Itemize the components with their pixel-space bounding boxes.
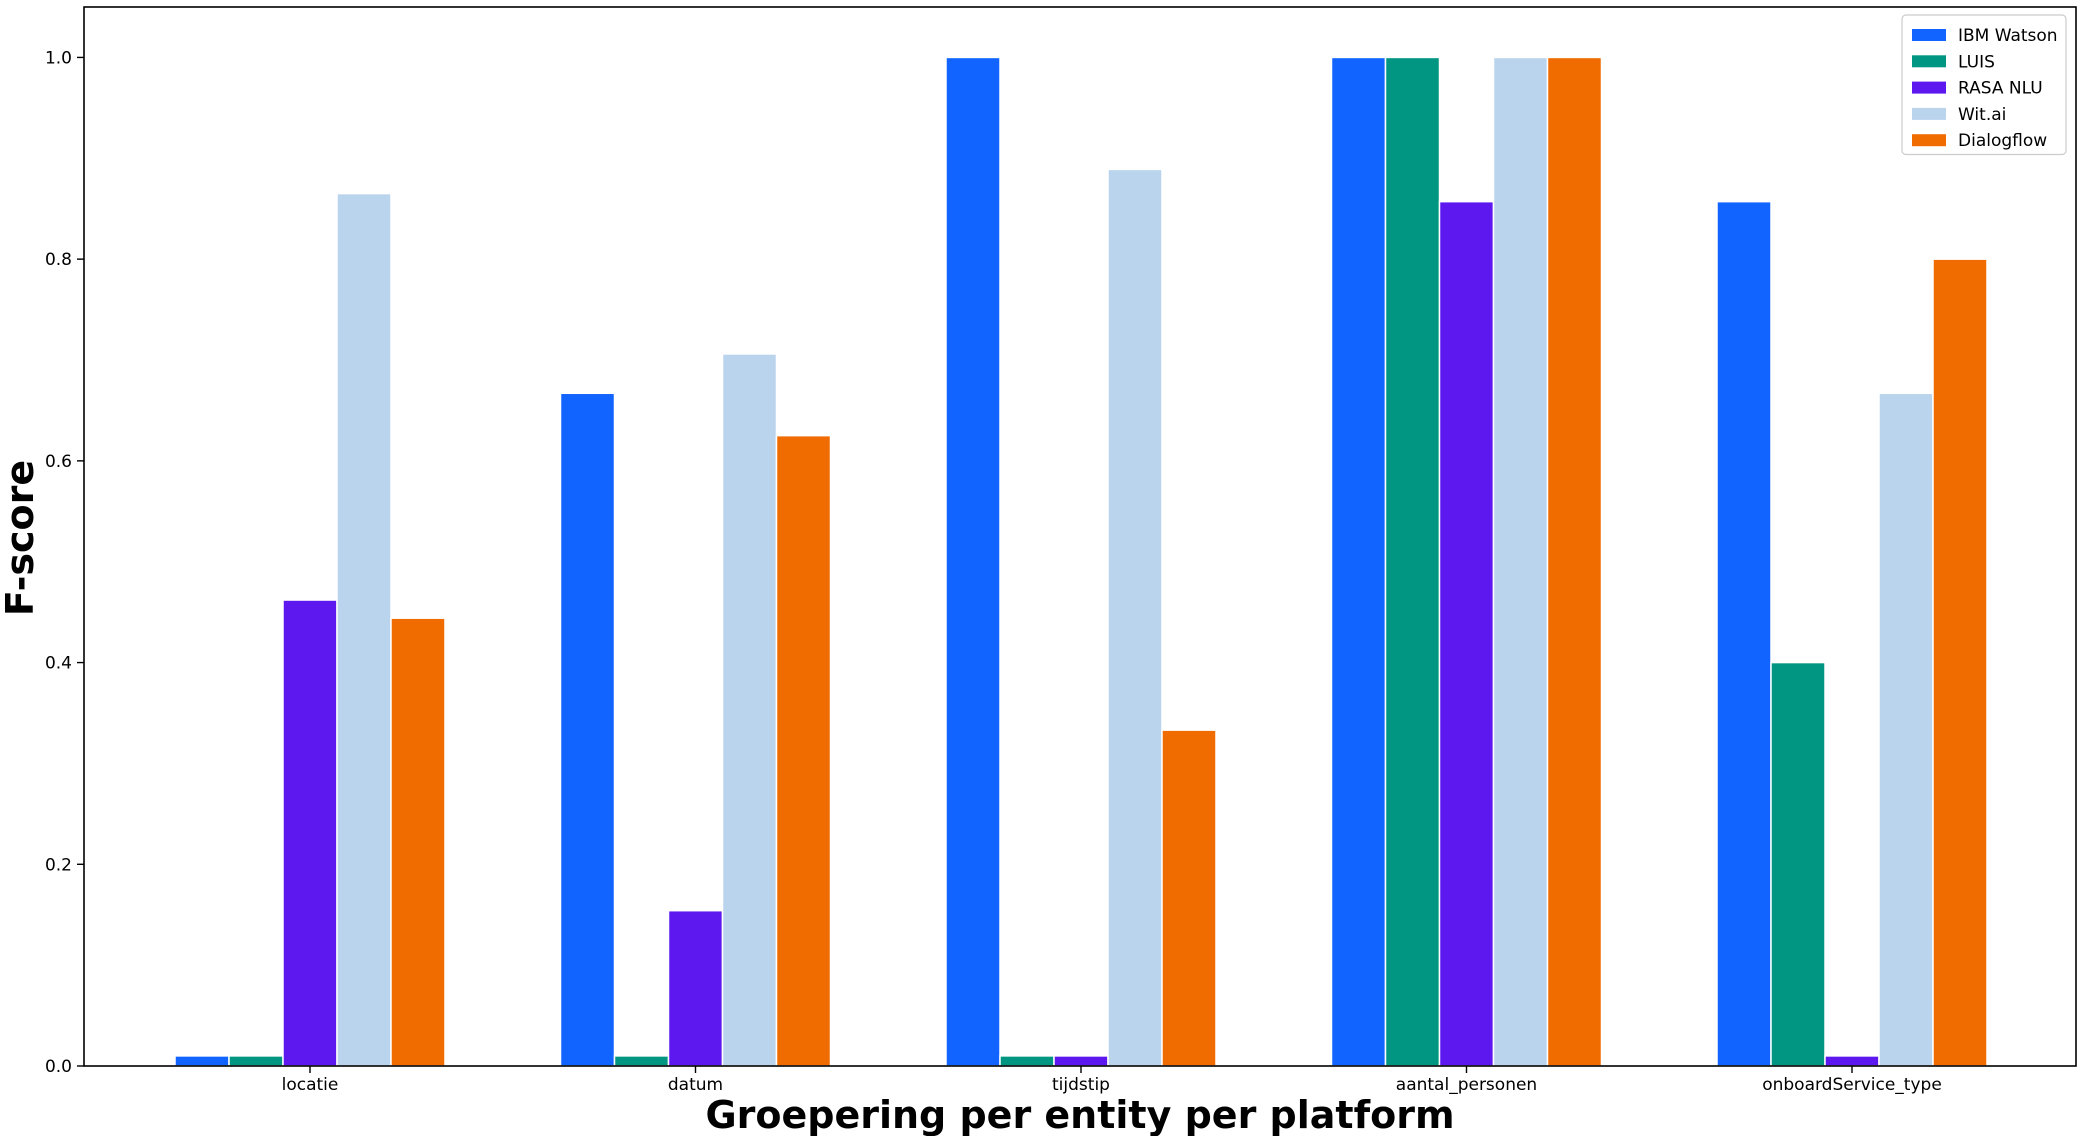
bar-dialogflow-tijdstip [1161,729,1217,1067]
y-tick-label: 0.6 [45,452,72,472]
bars-group [174,56,1988,1067]
legend-label: Dialogflow [1958,131,2047,151]
bar-rasa-nlu-aantal-personen [1438,200,1495,1067]
y-tick-label: 0.2 [45,855,72,875]
y-tick-label: 1.0 [45,48,72,68]
bar-wit-ai-aantal-personen [1492,56,1549,1067]
bar-luis-onboardservice-type [1770,661,1826,1067]
legend-swatch [1912,107,1946,120]
bar-ibm-watson-datum [559,392,616,1067]
legend-swatch [1912,55,1946,68]
legend-swatch [1912,81,1946,94]
bar-wit-ai-onboardservice-type [1878,392,1934,1067]
bar-ibm-watson-onboardservice-type [1716,200,1772,1067]
legend-swatch [1912,29,1946,41]
bar-dialogflow-aantal-personen [1546,56,1603,1067]
plot-frame [83,6,2077,1067]
y-tick-label: 0.8 [45,250,72,270]
bar-luis-datum [613,1055,670,1067]
bar-ibm-watson-aantal-personen [1330,56,1387,1067]
bar-wit-ai-tijdstip [1107,168,1163,1067]
x-tick-label: onboardService_type [1762,1075,1942,1095]
x-tick-label: aantal_personen [1396,1075,1537,1095]
bar-dialogflow-datum [775,434,832,1067]
bar-ibm-watson-locatie [174,1055,230,1067]
x-tick-label: datum [668,1075,723,1095]
x-tick-label: locatie [282,1075,339,1095]
bar-rasa-nlu-onboardservice-type [1824,1055,1880,1067]
bar-ibm-watson-tijdstip [945,56,1001,1067]
bar-dialogflow-locatie [390,617,446,1067]
bar-dialogflow-onboardservice-type [1932,258,1988,1067]
bar-wit-ai-locatie [336,192,392,1067]
y-tick-label: 0.4 [45,654,72,674]
y-ticks-group: 0.0 0.2 0.4 0.6 0.8 1.0 [45,48,84,1077]
bar-rasa-nlu-locatie [282,599,338,1067]
bar-luis-aantal-personen [1384,56,1441,1067]
bar-luis-locatie [228,1055,284,1067]
bar-rasa-nlu-tijdstip [1053,1055,1109,1067]
x-tick-label: tijdstip [1052,1075,1110,1095]
legend-label: IBM Watson [1958,26,2058,46]
bar-wit-ai-datum [721,353,778,1067]
y-axis-title: F-score [0,460,42,616]
legend-label: RASA NLU [1958,79,2043,99]
bar-luis-tijdstip [999,1055,1055,1067]
legend-label: Wit.ai [1958,105,2006,125]
y-tick-label: 0.0 [45,1057,72,1077]
bar-rasa-nlu-datum [667,909,724,1067]
legend-swatch [1912,134,1946,147]
x-axis-title: Groepering per entity per platform [705,1093,1454,1136]
legend: IBM Watson LUIS RASA NLU Wit.ai Dialogflow [1901,14,2067,156]
x-ticks-group: locatie datum tijdstip aantal_personen onboa… [282,1066,1942,1095]
legend-label: LUIS [1958,52,1995,72]
